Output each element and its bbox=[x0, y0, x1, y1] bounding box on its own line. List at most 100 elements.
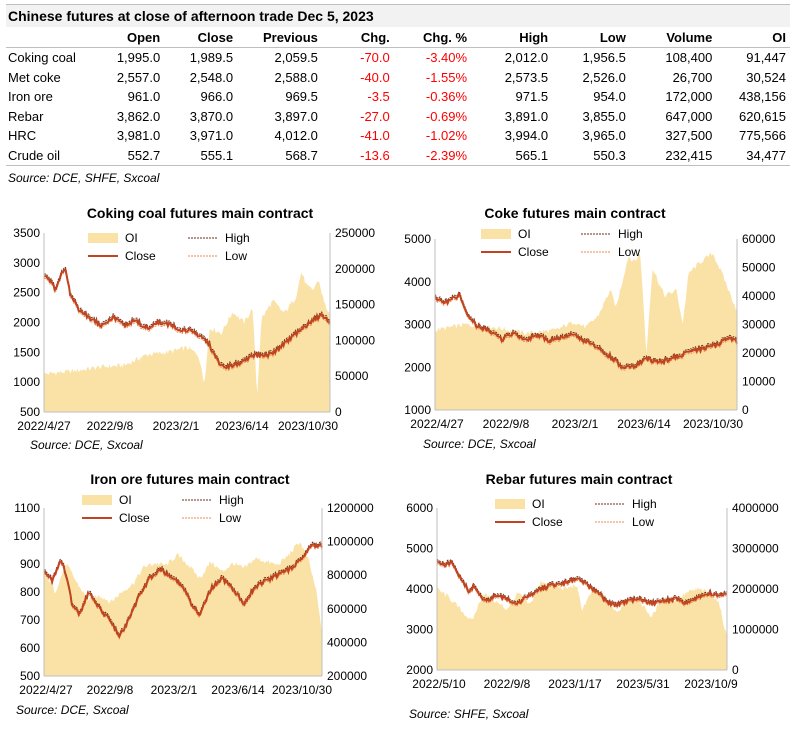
futures-table: Open Close Previous Chg. Chg. % High Low… bbox=[6, 27, 790, 166]
cell-previous: 969.5 bbox=[285, 89, 318, 105]
y-right-tick-label: 100000 bbox=[335, 333, 375, 347]
cell-oi: 775,566 bbox=[739, 128, 786, 144]
x-tick-label: 2023/6/14 bbox=[211, 683, 265, 697]
x-tick-label: 2023/2/1 bbox=[153, 419, 200, 433]
legend-oi-swatch bbox=[481, 229, 511, 239]
cell-low: 3,855.0 bbox=[582, 108, 626, 124]
legend-high-label: High bbox=[618, 227, 643, 241]
y-left-tick-label: 2500 bbox=[13, 286, 40, 300]
close-series-line bbox=[44, 542, 323, 639]
oi-area bbox=[44, 542, 322, 676]
high-series-line bbox=[436, 558, 728, 605]
high-series-line bbox=[43, 266, 331, 368]
cell-change: -13.6 bbox=[360, 147, 390, 163]
cell-previous: 3,897.0 bbox=[274, 108, 318, 124]
y-right-tick-label: 400000 bbox=[327, 635, 367, 649]
y-left-tick-label: 1100 bbox=[14, 501, 40, 515]
y-left-tick-label: 3000 bbox=[406, 623, 433, 637]
oi-area bbox=[437, 580, 727, 670]
y-right-tick-label: 600000 bbox=[327, 602, 367, 616]
x-tick-label: 2022/9/8 bbox=[87, 419, 134, 433]
cell-close: 3,870.0 bbox=[189, 108, 234, 124]
cell-high: 3,891.0 bbox=[504, 108, 549, 124]
x-tick-label: 2022/9/8 bbox=[483, 417, 530, 431]
y-right-tick-label: 150000 bbox=[335, 298, 375, 312]
y-left-tick-label: 6000 bbox=[406, 501, 433, 515]
legend-oi-swatch bbox=[88, 233, 118, 243]
cell-volume: 647,000 bbox=[665, 108, 713, 124]
y-left-tick-label: 1000 bbox=[404, 403, 431, 417]
cell-change-pct: -3.40% bbox=[425, 50, 468, 66]
cell-open: 3,862.0 bbox=[116, 108, 161, 124]
legend-low-label: Low bbox=[632, 515, 654, 529]
coking-coal-chart: Coking coal futures main contract 3500 300… bbox=[13, 205, 375, 452]
cell-high: 565.1 bbox=[515, 147, 549, 163]
cell-close: 1,989.5 bbox=[189, 50, 234, 66]
x-tick-label: 2023/2/1 bbox=[552, 417, 599, 431]
table-row: Coking coal 1,995.0 1,989.5 2,059.5 -70.0 -3.… bbox=[6, 48, 790, 68]
cell-open: 961.0 bbox=[127, 89, 161, 105]
y-left-tick-label: 2000 bbox=[404, 360, 431, 374]
table-row: Rebar 3,862.0 3,870.0 3,897.0 -27.0 -0.69% 3,8… bbox=[6, 107, 790, 127]
x-tick-label: 2023/10/30 bbox=[683, 417, 743, 431]
cell-oi: 438,156 bbox=[739, 89, 786, 105]
y-left-tick-label: 5000 bbox=[406, 542, 433, 556]
y-left-tick-label: 4000 bbox=[404, 275, 431, 289]
table-header-change: Chg. bbox=[360, 29, 390, 45]
x-tick-label: 2023/6/14 bbox=[215, 419, 269, 433]
oi-area bbox=[44, 272, 330, 412]
table-row: Iron ore 961.0 966.0 969.5 -3.5 -0.36% 971.5 95… bbox=[6, 87, 790, 107]
y-right-tick-label: 50000 bbox=[335, 369, 369, 383]
y-right-tick-label: 3000000 bbox=[732, 542, 779, 556]
legend-close-label: Close bbox=[532, 515, 563, 529]
legend-oi-swatch bbox=[82, 495, 112, 505]
y-right-tick-label: 20000 bbox=[742, 346, 776, 360]
y-right-tick-label: 0 bbox=[742, 403, 749, 417]
cell-high: 3,994.0 bbox=[504, 128, 549, 144]
x-tick-label: 2022/9/8 bbox=[87, 683, 134, 697]
table-header-change-pct: Chg. % bbox=[423, 29, 468, 45]
legend-high-label: High bbox=[632, 497, 657, 511]
y-left-tick-label: 1000 bbox=[13, 375, 40, 389]
x-tick-label: 2023/1/17 bbox=[548, 677, 602, 691]
cell-volume: 327,500 bbox=[665, 128, 713, 144]
cell-close: 966.0 bbox=[200, 89, 234, 105]
page-title: Chinese futures at close of afternoon tr… bbox=[6, 4, 790, 27]
chart-source: Source: SHFE, Sxcoal bbox=[409, 707, 529, 721]
y-right-tick-label: 50000 bbox=[742, 261, 776, 275]
legend-close-label: Close bbox=[119, 511, 150, 525]
chart-title: Coke futures main contract bbox=[484, 205, 666, 221]
y-right-tick-label: 0 bbox=[732, 663, 739, 677]
cell-oi: 30,524 bbox=[746, 69, 786, 85]
legend-low-label: Low bbox=[618, 245, 640, 259]
cell-change-pct: -0.36% bbox=[425, 89, 468, 105]
iron-ore-chart: Iron ore futures main contract 1100 1000 90… bbox=[13, 471, 374, 717]
row-name: Crude oil bbox=[8, 147, 61, 163]
cell-high: 2,573.5 bbox=[504, 69, 549, 85]
y-left-tick-label: 600 bbox=[20, 641, 40, 655]
y-right-tick-label: 800000 bbox=[327, 568, 367, 582]
chart-source: Source: DCE, Sxcoal bbox=[30, 438, 143, 452]
rebar-chart: Rebar futures main contract 6000 5000 4000 3… bbox=[406, 471, 779, 721]
cell-oi: 91,447 bbox=[746, 50, 786, 66]
table-header-row: Open Close Previous Chg. Chg. % High Low… bbox=[6, 27, 790, 48]
cell-change-pct: -1.02% bbox=[425, 128, 468, 144]
cell-low: 550.3 bbox=[593, 147, 626, 163]
cell-low: 1,956.5 bbox=[582, 50, 626, 66]
table-header-high: High bbox=[519, 29, 549, 45]
chart-title: Rebar futures main contract bbox=[486, 471, 673, 487]
x-tick-label: 2023/10/9 bbox=[684, 677, 738, 691]
table-header-low: Low bbox=[599, 29, 626, 45]
y-left-tick-label: 500 bbox=[20, 405, 40, 419]
cell-change: -70.0 bbox=[360, 50, 390, 66]
x-tick-label: 2023/5/31 bbox=[616, 677, 670, 691]
cell-previous: 2,588.0 bbox=[274, 69, 318, 85]
cell-change: -41.0 bbox=[360, 128, 390, 144]
y-left-tick-label: 3500 bbox=[13, 226, 40, 240]
close-series-line bbox=[436, 560, 728, 608]
x-tick-label: 2022/4/27 bbox=[19, 683, 73, 697]
y-right-tick-label: 2000000 bbox=[732, 582, 779, 596]
y-left-tick-label: 700 bbox=[20, 613, 40, 627]
x-tick-label: 2022/4/27 bbox=[410, 417, 464, 431]
close-series-line bbox=[44, 268, 331, 371]
